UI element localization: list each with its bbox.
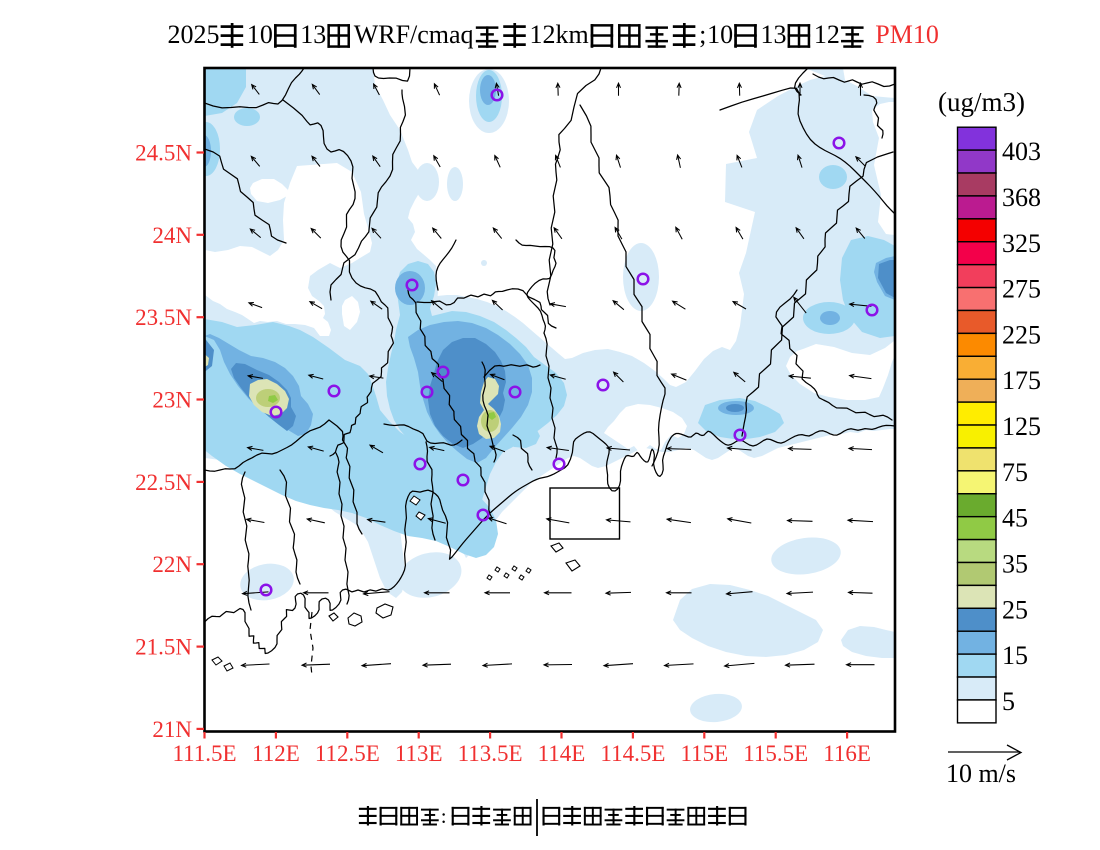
svg-text:15: 15 — [1002, 641, 1028, 670]
svg-text:112E: 112E — [252, 741, 300, 766]
svg-text:114E: 114E — [538, 741, 586, 766]
svg-text:113.5E: 113.5E — [458, 741, 523, 766]
svg-text:35: 35 — [1002, 550, 1028, 579]
svg-text:116E: 116E — [823, 741, 871, 766]
svg-text:114.5E: 114.5E — [600, 741, 665, 766]
svg-text:21.5N: 21.5N — [135, 635, 192, 660]
svg-text:12km: 12km — [530, 20, 589, 49]
svg-text:PM10: PM10 — [875, 20, 939, 49]
svg-text:24N: 24N — [152, 223, 192, 248]
svg-text:5: 5 — [1002, 687, 1015, 716]
svg-text:368: 368 — [1002, 183, 1041, 212]
svg-text:;: ; — [699, 20, 706, 49]
svg-text:403: 403 — [1002, 137, 1041, 166]
svg-text:24.5N: 24.5N — [135, 141, 192, 166]
svg-text:WRF/cmaq: WRF/cmaq — [354, 20, 474, 49]
svg-text:125: 125 — [1002, 412, 1041, 441]
svg-text:10: 10 — [707, 20, 733, 49]
svg-text:113E: 113E — [395, 741, 443, 766]
svg-text:10: 10 — [247, 20, 273, 49]
svg-text::: : — [441, 804, 452, 828]
svg-text:2025: 2025 — [168, 20, 220, 49]
svg-text:23.5N: 23.5N — [135, 305, 192, 330]
svg-text:13: 13 — [300, 20, 326, 49]
svg-text:21N: 21N — [152, 717, 192, 742]
svg-text:75: 75 — [1002, 458, 1028, 487]
svg-text:325: 325 — [1002, 229, 1041, 258]
svg-text:25: 25 — [1002, 595, 1028, 624]
svg-text:22N: 22N — [152, 552, 192, 577]
svg-text:23N: 23N — [152, 388, 192, 413]
svg-text:115E: 115E — [680, 741, 728, 766]
svg-text:22.5N: 22.5N — [135, 470, 192, 495]
svg-text:10 m/s: 10 m/s — [946, 759, 1016, 788]
svg-text:111.5E: 111.5E — [172, 741, 236, 766]
svg-text:13: 13 — [761, 20, 787, 49]
svg-text:12: 12 — [814, 20, 840, 49]
svg-text:(ug/m3): (ug/m3) — [938, 87, 1025, 117]
svg-text:225: 225 — [1002, 320, 1041, 349]
svg-text:112.5E: 112.5E — [315, 741, 380, 766]
svg-text:115.5E: 115.5E — [743, 741, 808, 766]
svg-text:175: 175 — [1002, 366, 1041, 395]
svg-text:275: 275 — [1002, 275, 1041, 304]
svg-text:45: 45 — [1002, 504, 1028, 533]
